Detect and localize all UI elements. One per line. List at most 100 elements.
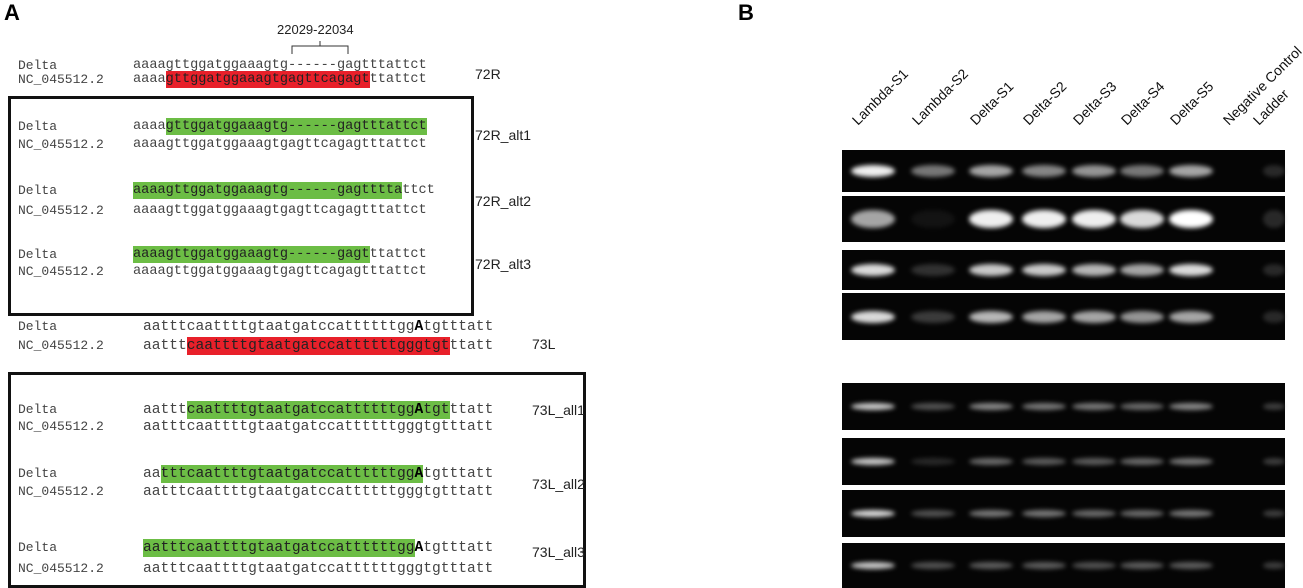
band [1263,264,1285,276]
bases: A [414,540,424,556]
band [911,562,955,569]
band [1263,403,1285,410]
band [1072,510,1116,517]
band [1263,310,1285,323]
sequence-name: Delta [18,402,58,417]
highlight: caattttgtaatgatccattttttgggtgt [186,337,450,355]
range-label: 22029-22034 [277,22,354,37]
band [911,264,955,276]
band [851,165,895,177]
band [1120,210,1164,228]
sequence-name: Delta [18,319,58,334]
group-box [8,96,474,316]
band [969,562,1013,569]
bracket [291,41,349,54]
primer-tag: 72R_alt3 [475,256,532,272]
sequence-name: Delta [18,247,58,262]
sequence-name: NC_045512.2 [18,264,104,279]
sequence: aaaagttggatggaaagtgagttcagagtttattct [133,264,427,280]
band [1263,562,1285,569]
band [1120,264,1164,276]
band [1022,264,1066,276]
gel-strip [842,250,1285,290]
band [1263,210,1285,228]
band [911,165,955,177]
band [1169,210,1213,228]
highlight: tgt [423,401,450,419]
primer-tag: 73L_all1 [532,402,585,418]
band [1263,458,1285,465]
highlight: tttcaattttgtaatgatccattttttgg [160,465,415,483]
band [1169,458,1213,465]
bases: aattt [143,338,187,354]
band [911,403,955,410]
band [1120,510,1164,517]
band [1072,210,1116,228]
band [1169,165,1213,177]
bases: tgtttatt [423,540,494,556]
bases: aaaagttggatggaaagtgagttcagagtttattct [133,137,427,152]
sequence-name: Delta [18,466,58,481]
gel-strip [842,543,1285,588]
band [1022,310,1066,323]
sequence-name: Delta [18,119,58,134]
lane-label: Delta-S5 [1166,78,1217,128]
band [1072,264,1116,276]
bases: aatttcaattttgtaatgatccattttttgggtgtttatt [143,484,494,500]
bases: aattt [143,402,187,418]
band [1072,562,1116,569]
band [1120,310,1164,323]
panel-label: B [738,0,754,25]
sequence: aatttcaattttgtaatgatccattttttgggtgtttatt [143,419,493,435]
band [851,210,895,228]
sequence: aaaagttggatggaaagtg------gagtttattct [133,118,427,135]
bases: ttatt [449,402,494,418]
gel-strip [842,438,1285,485]
band [1022,562,1066,569]
bases: ttatt [449,338,494,354]
sequence: aatttcaattttgtaatgatccattttttggAtgtttatt [143,319,493,335]
band [851,510,895,517]
sequence: aatttcaattttgtaatgatccattttttggAtgtttatt [143,539,494,557]
highlight: A [414,401,424,419]
bases: aaaa [133,72,166,87]
band [851,403,895,410]
bases: aatttcaattttgtaatgatccattttttgggtgtttatt [143,561,494,577]
band [1072,165,1116,177]
sequence-name: Delta [18,540,58,555]
bases: aatttcaattttgtaatgatccattttttgggtgtttatt [143,419,494,435]
bases: aatttcaattttgtaatgatccattttttgg [143,319,415,335]
band [911,458,955,465]
sequence-name: NC_045512.2 [18,203,104,218]
band [969,264,1013,276]
band [969,165,1013,177]
primer-tag: 72R_alt2 [475,193,532,209]
sequence-name: NC_045512.2 [18,561,104,576]
band [1022,210,1066,228]
sequence-name: NC_045512.2 [18,484,104,499]
bases: A [414,319,424,335]
sequence-name: NC_045512.2 [18,72,104,87]
band [1169,264,1213,276]
lane-label: Delta-S2 [1019,78,1070,128]
sequence: aatttcaattttgtaatgatccattttttggAtgtttatt [143,401,494,419]
group-box [8,372,586,588]
band [1022,458,1066,465]
band [851,310,895,323]
highlight: gttggatggaaagtg------gagtttattct [165,118,427,135]
sequence: aatttcaattttgtaatgatccattttttgggtgtttatt [143,484,493,500]
sequence: aatttcaattttgtaatgatccattttttgggtgtttatt [143,561,493,577]
band [1072,458,1116,465]
lane-label: Lambda-S1 [848,65,912,128]
highlight: aatttcaattttgtaatgatccattttttgg [143,539,415,557]
band [969,403,1013,410]
bases: tgtttatt [423,466,494,482]
band [969,310,1013,323]
gel-strip [842,150,1285,192]
sequence: aatttcaattttgtaatgatccattttttggAtgtttatt [143,465,494,483]
sequence: aaaagttggatggaaagtgagttcagagtttattct [133,71,427,88]
bases: aaaagttggatggaaagtgagttcagagtttattct [133,203,427,218]
highlight: gttggatggaaagtgagttcagagt [165,71,370,88]
band [1263,165,1285,177]
